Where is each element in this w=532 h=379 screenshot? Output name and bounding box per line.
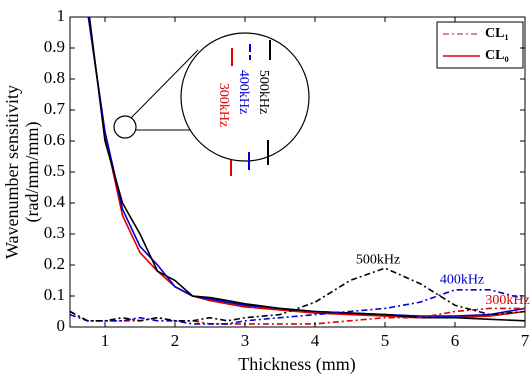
y-tick-label: 0.3 <box>44 223 65 242</box>
x-tick-label: 3 <box>241 331 250 350</box>
y-axis-label: (rad/mm/mm) <box>22 122 43 223</box>
inset-label: 400kHz <box>236 70 251 114</box>
legend-label: CL₀ <box>485 48 509 63</box>
y-tick-label: 0.2 <box>44 254 65 273</box>
x-tick-label: 4 <box>311 331 320 350</box>
y-tick-label: 0 <box>57 316 66 335</box>
series-line <box>70 307 525 325</box>
y-tick-label: 0.8 <box>44 68 65 87</box>
x-axis-label: Thickness (mm) <box>238 354 355 375</box>
y-tick-label: 1 <box>57 6 66 25</box>
annotation: 300kHz <box>485 293 529 308</box>
inset-label: 300kHz <box>216 83 231 127</box>
series-line <box>70 289 525 325</box>
legend-label: CL₁ <box>485 26 509 41</box>
y-tick-label: 0.7 <box>44 99 66 118</box>
x-tick-label: 6 <box>451 331 460 350</box>
annotation: 500kHz <box>356 253 400 268</box>
y-axis-label: Wavenumber sensitivity <box>2 85 22 259</box>
x-tick-label: 5 <box>381 331 390 350</box>
lines <box>70 17 525 325</box>
y-tick-label: 0.4 <box>44 192 66 211</box>
x-tick-label: 7 <box>521 331 530 350</box>
y-tick-label: 0.5 <box>44 161 65 180</box>
x-tick-label: 1 <box>101 331 110 350</box>
y-tick-label: 0.1 <box>44 285 65 304</box>
x-tick-label: 2 <box>171 331 180 350</box>
y-tick-label: 0.6 <box>44 130 65 149</box>
inset-label: 500kHz <box>256 70 271 114</box>
series-line <box>87 17 525 317</box>
zoom-inset <box>113 32 310 176</box>
legend: CL₁ CL₀ <box>436 21 524 69</box>
annotation: 400kHz <box>440 273 484 288</box>
series-line <box>70 267 525 322</box>
y-tick-label: 0.9 <box>44 37 65 56</box>
